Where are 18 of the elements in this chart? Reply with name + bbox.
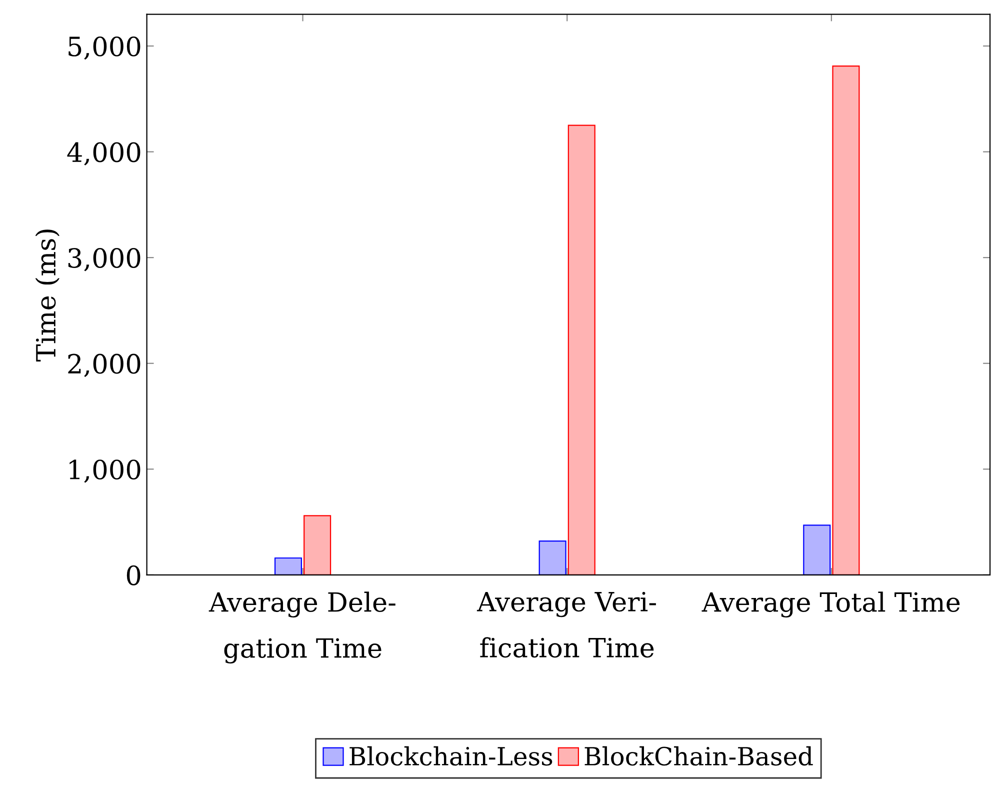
bar — [803, 524, 831, 575]
legend-label: BlockChain-Based — [584, 746, 813, 766]
x-tick-label: Average Dele- gation Time — [208, 592, 396, 664]
bar — [568, 124, 596, 575]
y-tick-label: 1,000 — [70, 460, 140, 483]
y-tick-label: 4,000 — [67, 142, 140, 166]
y-axis-title: Time (ms) — [35, 230, 60, 362]
bar — [304, 515, 332, 575]
y-tick-label: 0 — [126, 565, 140, 586]
x-tick-label: Average Veri- fication Time — [476, 592, 656, 658]
bar — [274, 557, 302, 575]
x-tick-label: Average Total Time — [702, 592, 960, 618]
bar — [538, 540, 566, 575]
y-tick-label: 3,000 — [68, 248, 140, 272]
legend-label: Blockchain-Less — [350, 746, 552, 766]
y-tick-label: 2,000 — [68, 354, 140, 377]
bar — [832, 66, 860, 575]
y-tick-label: 5,000 — [68, 36, 140, 60]
